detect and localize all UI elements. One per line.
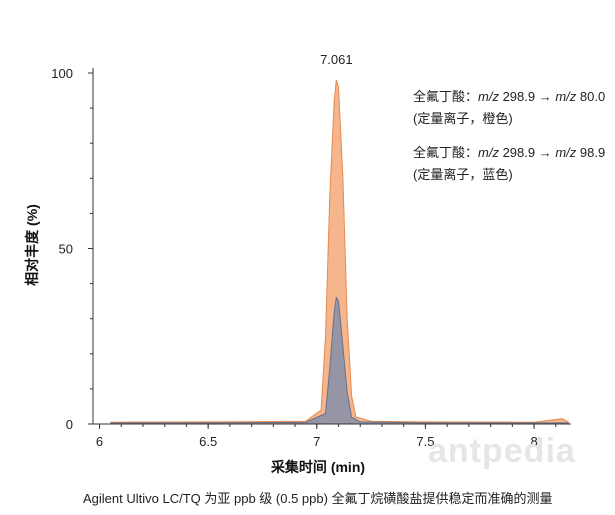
legend-entry-quantifier: 全氟丁酸：m/z 298.9 → m/z 80.0 (定量离子，橙色) — [413, 86, 605, 130]
legend-compound: 全氟丁酸： — [413, 89, 479, 104]
y-axis-title: 相对丰度 (%) — [24, 204, 40, 286]
y-axis-ticks: 100 50 0 — [51, 66, 93, 432]
series-1-line — [110, 79, 570, 423]
legend-mz-label: m/z — [555, 145, 577, 160]
peak-label: 7.061 — [320, 52, 353, 67]
legend-mz-value: 80.0 — [576, 89, 606, 104]
series-2-area — [110, 297, 569, 424]
legend-mz-value: 98.9 — [576, 145, 606, 160]
legend-mz-value: 298.9 → — [498, 89, 556, 104]
series-1-area — [110, 80, 569, 424]
y-tick-label: 50 — [59, 242, 73, 257]
legend-entry-qualifier: 全氟丁酸：m/z 298.9 → m/z 98.9 (定量离子，蓝色) — [413, 142, 605, 186]
legend-note: (定量离子，橙色) — [413, 111, 513, 126]
x-tick-label: 6 — [96, 434, 103, 449]
x-axis-title: 采集时间 (min) — [270, 459, 365, 475]
legend-mz-label: m/z — [555, 89, 577, 104]
legend-mz-value: 298.9 → — [498, 145, 556, 160]
legend-entry-line: 全氟丁酸：m/z 298.9 → m/z 98.9 — [413, 142, 605, 164]
x-axis-ticks: 6 6.5 7 7.5 8 — [96, 424, 557, 449]
y-tick-label: 100 — [51, 66, 73, 81]
legend-note: (定量离子，蓝色) — [413, 167, 513, 182]
series-2-line — [110, 296, 569, 424]
legend-entry-line: 全氟丁酸：m/z 298.9 → m/z 80.0 — [413, 86, 605, 108]
x-tick-label: 8 — [530, 434, 537, 449]
x-tick-label: 7.5 — [416, 434, 434, 449]
figure-caption: Agilent Ultivo LC/TQ 为亚 ppb 级 (0.5 ppb) … — [83, 491, 553, 506]
x-tick-label: 7 — [313, 434, 320, 449]
legend-mz-label: m/z — [478, 89, 499, 104]
legend-compound: 全氟丁酸： — [413, 145, 479, 160]
legend-mz-label: m/z — [478, 145, 499, 160]
x-tick-label: 6.5 — [199, 434, 217, 449]
watermark: antpedia — [428, 432, 576, 470]
y-tick-label: 0 — [66, 417, 73, 432]
plot-area — [110, 79, 570, 424]
